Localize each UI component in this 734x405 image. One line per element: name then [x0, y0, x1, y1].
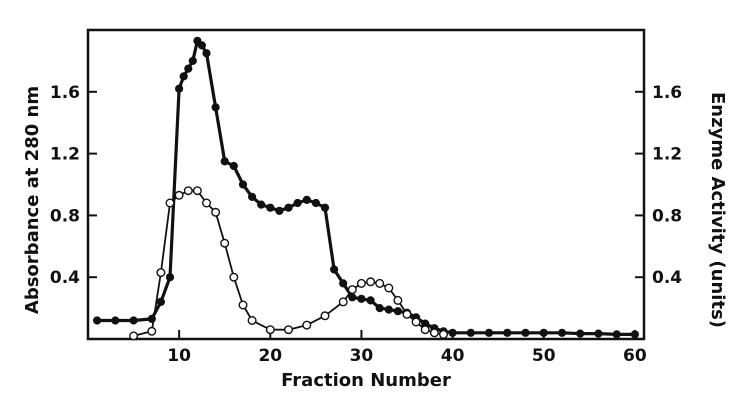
y-tick-label-right-1.2: 1.2 — [652, 145, 682, 165]
absorbance-point-12 — [202, 49, 211, 58]
y-axis-label-left: Absorbance at 280 nm — [22, 86, 43, 314]
enzyme-activity-point-10 — [229, 272, 239, 282]
absorbance-point-32 — [384, 305, 393, 314]
enzyme-activity-point-16 — [320, 311, 330, 321]
enzyme-activity-point-22 — [384, 283, 394, 293]
y-axis-label-right: Enzyme Activity (units) — [707, 92, 728, 328]
x-tick-label-30: 30 — [350, 346, 374, 366]
absorbance-point-43 — [521, 328, 530, 337]
x-tick-label-20: 20 — [258, 346, 282, 366]
absorbance-point-14 — [220, 157, 229, 166]
y-tick-label-left-1.6: 1.6 — [50, 83, 80, 103]
enzyme-activity-point-18 — [347, 285, 357, 295]
absorbance-point-27 — [339, 279, 348, 288]
absorbance-point-41 — [484, 328, 494, 337]
absorbance-point-40 — [466, 328, 475, 337]
absorbance-point-0 — [93, 316, 102, 325]
absorbance-point-39 — [448, 328, 457, 337]
enzyme-activity-point-14 — [284, 325, 294, 335]
x-axis-label: Fraction Number — [281, 370, 451, 391]
y-tick-label-right-0.4: 0.4 — [652, 268, 682, 288]
absorbance-point-19 — [266, 203, 275, 212]
enzyme-activity-point-11 — [238, 300, 248, 310]
absorbance-point-29 — [357, 294, 366, 303]
enzyme-activity-point-19 — [356, 278, 366, 288]
enzyme-activity-point-13 — [265, 325, 275, 335]
enzyme-activity-point-1 — [147, 326, 157, 336]
y-tick-label-left-0.8: 0.8 — [50, 206, 80, 226]
absorbance-point-48 — [612, 330, 621, 339]
absorbance-point-7 — [179, 72, 188, 81]
absorbance-point-8 — [184, 64, 193, 73]
enzyme-activity-point-12 — [247, 316, 257, 326]
enzyme-activity-point-2 — [156, 268, 166, 278]
absorbance-point-24 — [311, 198, 320, 208]
absorbance-point-31 — [375, 304, 384, 313]
absorbance-point-20 — [275, 206, 284, 215]
enzyme-activity-point-3 — [165, 198, 175, 208]
enzyme-activity-point-26 — [420, 325, 430, 335]
enzyme-activity-point-23 — [393, 295, 403, 305]
enzyme-activity-point-0 — [129, 331, 139, 341]
absorbance-point-28 — [348, 293, 357, 302]
x-tick-label-50: 50 — [532, 346, 556, 366]
absorbance-point-6 — [175, 84, 184, 93]
enzyme-activity-point-8 — [211, 207, 221, 217]
y-tick-label-left-1.2: 1.2 — [50, 145, 80, 165]
absorbance-point-18 — [257, 200, 266, 209]
absorbance-point-33 — [393, 307, 402, 316]
enzyme-activity-point-9 — [220, 238, 230, 248]
enzyme-activity-point-24 — [402, 309, 412, 319]
x-tick-label-60: 60 — [623, 346, 647, 366]
absorbance-point-47 — [594, 329, 603, 338]
absorbance-point-2 — [129, 316, 138, 325]
absorbance-point-1 — [111, 316, 120, 325]
absorbance-point-49 — [630, 330, 640, 339]
absorbance-point-26 — [330, 265, 339, 274]
y-tick-label-right-0.8: 0.8 — [652, 206, 682, 226]
x-tick-label-10: 10 — [167, 346, 191, 366]
x-tick-label-40: 40 — [441, 346, 465, 366]
absorbance-point-17 — [248, 192, 257, 201]
absorbance-point-5 — [165, 273, 175, 282]
y-tick-label-left-0.4: 0.4 — [50, 268, 80, 288]
enzyme-activity-point-15 — [302, 320, 312, 330]
enzyme-activity-point-5 — [183, 186, 193, 196]
enzyme-activity-point-27 — [429, 328, 439, 338]
absorbance-point-22 — [293, 198, 302, 208]
absorbance-point-42 — [503, 328, 512, 337]
absorbance-point-30 — [366, 296, 375, 305]
absorbance-point-9 — [188, 56, 197, 66]
enzyme-activity-point-20 — [366, 277, 376, 287]
absorbance-point-13 — [211, 103, 220, 112]
enzyme-activity-point-21 — [375, 278, 385, 288]
enzyme-activity-point-17 — [338, 297, 348, 307]
absorbance-point-45 — [557, 328, 567, 337]
enzyme-activity-point-4 — [174, 190, 184, 200]
absorbance-point-25 — [320, 203, 330, 212]
enzyme-activity-point-7 — [201, 198, 211, 208]
absorbance-point-44 — [539, 328, 548, 337]
absorbance-point-15 — [229, 161, 238, 171]
axis-ticks: 10 20 30 40 50 60 0.4 0.4 0.8 0.8 1.2 1.2 1.6 1.6 — [50, 83, 682, 366]
absorbance-point-4 — [156, 297, 165, 306]
y-tick-label-right-1.6: 1.6 — [652, 83, 682, 103]
series-layer — [93, 36, 640, 341]
plot-frame — [86, 28, 646, 341]
absorbance-point-21 — [284, 203, 293, 212]
absorbance-point-23 — [302, 195, 311, 204]
absorbance-point-11 — [197, 41, 206, 50]
enzyme-activity-point-6 — [192, 186, 202, 196]
enzyme-activity-point-25 — [411, 317, 421, 327]
absorbance-point-46 — [576, 329, 585, 338]
absorbance-point-16 — [238, 180, 248, 189]
enzyme-activity-point-28 — [439, 329, 449, 339]
